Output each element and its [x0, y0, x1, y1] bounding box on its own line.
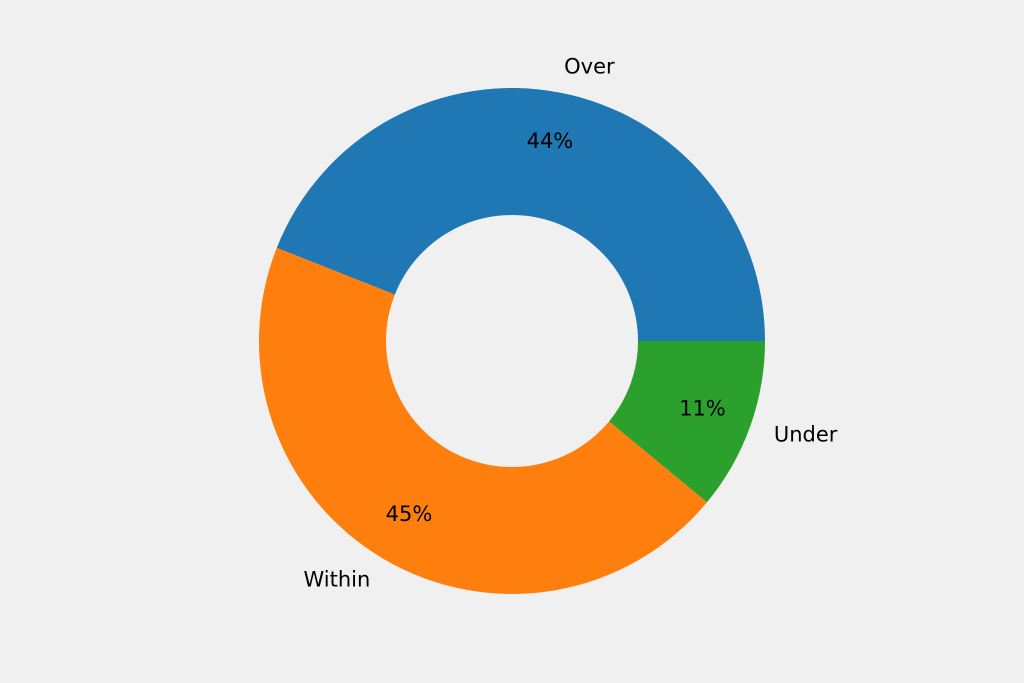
value-label: 44%: [527, 129, 574, 153]
donut-slice: [609, 341, 765, 503]
category-label: Under: [774, 422, 838, 446]
value-label: 45%: [386, 502, 433, 526]
donut-slice: [258, 247, 707, 595]
category-label: Within: [304, 568, 371, 592]
value-label: 11%: [679, 397, 726, 421]
category-label: Over: [564, 55, 615, 79]
donut-slice: [276, 87, 765, 341]
